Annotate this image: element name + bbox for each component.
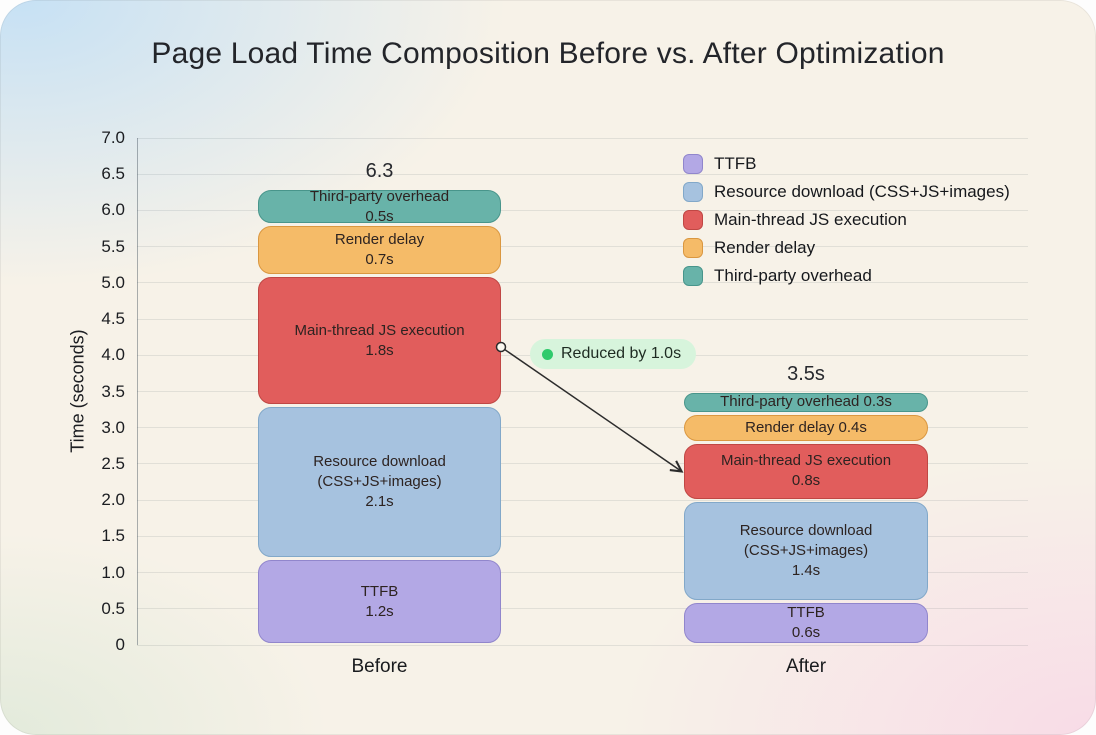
legend-swatch-icon [683, 266, 703, 286]
y-tick-label: 1.0 [101, 562, 125, 582]
annotation-text: Reduced by 1.0s [561, 345, 682, 362]
bar-segment-third-party-overhead: Third-party overhead 0.3s [684, 393, 928, 412]
bar-segment-render-delay: Render delay 0.4s [684, 414, 928, 441]
legend-item: TTFB [683, 150, 1010, 178]
chart-title: Page Load Time Composition Before vs. Af… [151, 37, 945, 70]
gridline [137, 608, 1028, 610]
y-tick-label: 0 [115, 635, 125, 654]
bar-segment-resource-download-css-js-images-: Resource download (CSS+JS+images) 2.1s [258, 407, 501, 557]
bar-segment-label: Resource download (CSS+JS+images) 1.4s [739, 522, 873, 579]
gridline [137, 173, 1028, 175]
gridline [137, 318, 1028, 320]
y-tick-label: 5.0 [101, 272, 125, 292]
x-category-label-after: After [785, 656, 827, 677]
y-tick-label: 4.5 [101, 309, 125, 329]
gridline [137, 572, 1028, 574]
y-tick-label: 6.0 [101, 200, 125, 220]
legend-swatch-icon [683, 210, 703, 230]
gridline [137, 644, 1028, 646]
bar-segment-label: Main-thread JS execution 1.8s [294, 321, 465, 359]
bar-segment-label: Third-party overhead 0.3s [720, 393, 892, 411]
bar-segment-label: TTFB 1.2s [360, 582, 399, 620]
gridline [137, 137, 1028, 139]
y-tick-label: 5.5 [101, 236, 125, 256]
bar-segment-main-thread-js-execution: Main-thread JS execution 1.8s [258, 277, 501, 405]
bar-segment-ttfb: TTFB 0.6s [684, 603, 928, 644]
bar-segment-ttfb: TTFB 1.2s [258, 559, 501, 644]
gridline [137, 499, 1028, 501]
bar-segment-third-party-overhead: Third-party overhead 0.5s [258, 188, 501, 225]
y-tick-label: 1.5 [101, 526, 125, 546]
annotation-dot-icon [542, 348, 553, 360]
bar-segment-main-thread-js-execution: Main-thread JS execution 0.8s [684, 443, 928, 499]
y-tick-label: 3.0 [101, 417, 125, 437]
gridline [137, 246, 1028, 248]
legend-item: Render delay [683, 234, 1010, 262]
legend-item: Resource download (CSS+JS+images) [683, 178, 1010, 206]
legend-label: Third-party overhead [714, 266, 872, 285]
x-category-label-before: Before [351, 656, 408, 677]
legend-label: TTFB [714, 154, 757, 173]
bar-segment-label: TTFB 0.6s [787, 604, 825, 642]
y-tick-label: 2.5 [101, 453, 125, 473]
y-tick-label: 2.0 [101, 490, 125, 510]
gridline [137, 209, 1028, 211]
y-tick-label: 0.5 [101, 598, 125, 618]
y-axis-title: Time (seconds) [67, 329, 88, 453]
legend-swatch-icon [683, 182, 703, 202]
y-tick-label: 6.5 [101, 164, 125, 184]
y-tick-label: 7.0 [101, 128, 125, 147]
legend-swatch-icon [683, 154, 703, 174]
annotation-reduced-badge: Reduced by 1.0s [530, 339, 697, 369]
y-axis-spine [137, 138, 138, 645]
y-tick-label: 3.5 [101, 381, 125, 401]
y-tick-label: 4.0 [101, 345, 125, 365]
gridline [137, 282, 1028, 284]
gridline [137, 535, 1028, 537]
bar-segment-label: Main-thread JS execution 0.8s [720, 452, 892, 490]
bar-segment-label: Third-party overhead 0.5s [309, 188, 450, 225]
legend: TTFB Resource download (CSS+JS+images) Mai… [683, 150, 1010, 290]
bar-total-label: 6.3 [365, 159, 394, 182]
bar-segment-label: Render delay 0.4s [745, 418, 867, 436]
legend-item: Third-party overhead [683, 262, 1010, 290]
plot-area: 0 0.5 1.0 1.5 2.0 2.5 3.0 3.5 4.0 4.5 5.0 5.5 6.0 6.5… [101, 128, 1028, 677]
legend-item: Main-thread JS execution [683, 206, 1010, 234]
legend-label: Resource download (CSS+JS+images) [714, 182, 1010, 201]
bar-segment-label: Render delay 0.7s [334, 231, 425, 269]
legend-label: Render delay [714, 238, 816, 257]
bar-total-label: 3.5s [787, 362, 825, 385]
bar-segment-label: Resource download (CSS+JS+images) 2.1s [313, 453, 446, 510]
bar-segment-render-delay: Render delay 0.7s [258, 226, 501, 275]
bar-segment-resource-download-css-js-images-: Resource download (CSS+JS+images) 1.4s [684, 501, 928, 601]
legend-label: Main-thread JS execution [714, 210, 907, 229]
legend-swatch-icon [683, 238, 703, 258]
